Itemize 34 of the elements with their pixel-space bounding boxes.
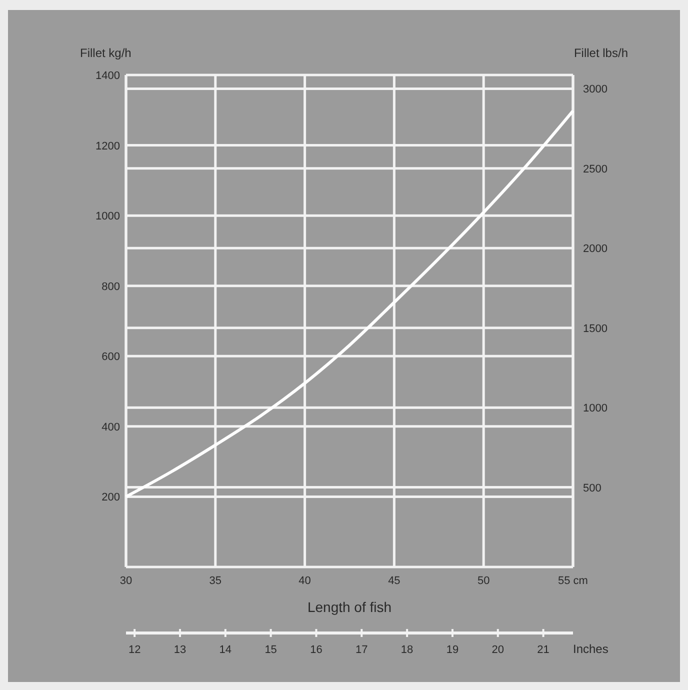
x2-tick-label: 21	[537, 644, 550, 656]
x-tick-label: 50	[477, 575, 490, 587]
y-tick-label: 1200	[96, 140, 120, 152]
x2-tick-label: 19	[446, 644, 459, 656]
y2-tick-label: 3000	[583, 84, 608, 96]
y-tick-label: 400	[102, 421, 120, 434]
x-axis-title: Length of fish	[307, 599, 392, 615]
y-tick-label: 1400	[96, 70, 120, 82]
line-series	[124, 109, 574, 498]
x-tick-label: 45	[388, 575, 400, 587]
x2-tick-label: 12	[128, 644, 141, 656]
x2-tick-label: 15	[264, 644, 277, 656]
y-tick-label: 200	[102, 492, 120, 504]
x-tick-label: 35	[209, 575, 222, 587]
x2-axis-title: Inches	[573, 642, 608, 656]
y2-tick-label: 500	[583, 482, 602, 494]
x-tick-label: 30	[120, 575, 132, 587]
y2-axis-title: Fillet lbs/h	[574, 46, 628, 60]
x2-tick-label: 16	[310, 644, 322, 656]
x2-tick-label: 14	[219, 644, 232, 656]
x2-tick-label: 17	[356, 644, 368, 656]
y-tick-label: 800	[102, 280, 120, 293]
y-tick-label: 600	[102, 351, 120, 364]
y2-tick-label: 1500	[583, 322, 608, 335]
x2-tick-label: 18	[400, 644, 414, 656]
y-axis-title: Fillet kg/h	[80, 46, 132, 60]
x2-tick-label: 20	[492, 644, 504, 656]
y2-tick-label: 2500	[583, 163, 608, 176]
y2-tick-label: 2000	[583, 243, 608, 256]
y-tick-label: 1000	[96, 210, 120, 223]
x2-tick-label: 13	[174, 644, 186, 656]
x-tick-label: 55 cm	[558, 575, 588, 587]
x-tick-label: 40	[298, 575, 311, 587]
y2-tick-label: 1000	[583, 402, 608, 415]
